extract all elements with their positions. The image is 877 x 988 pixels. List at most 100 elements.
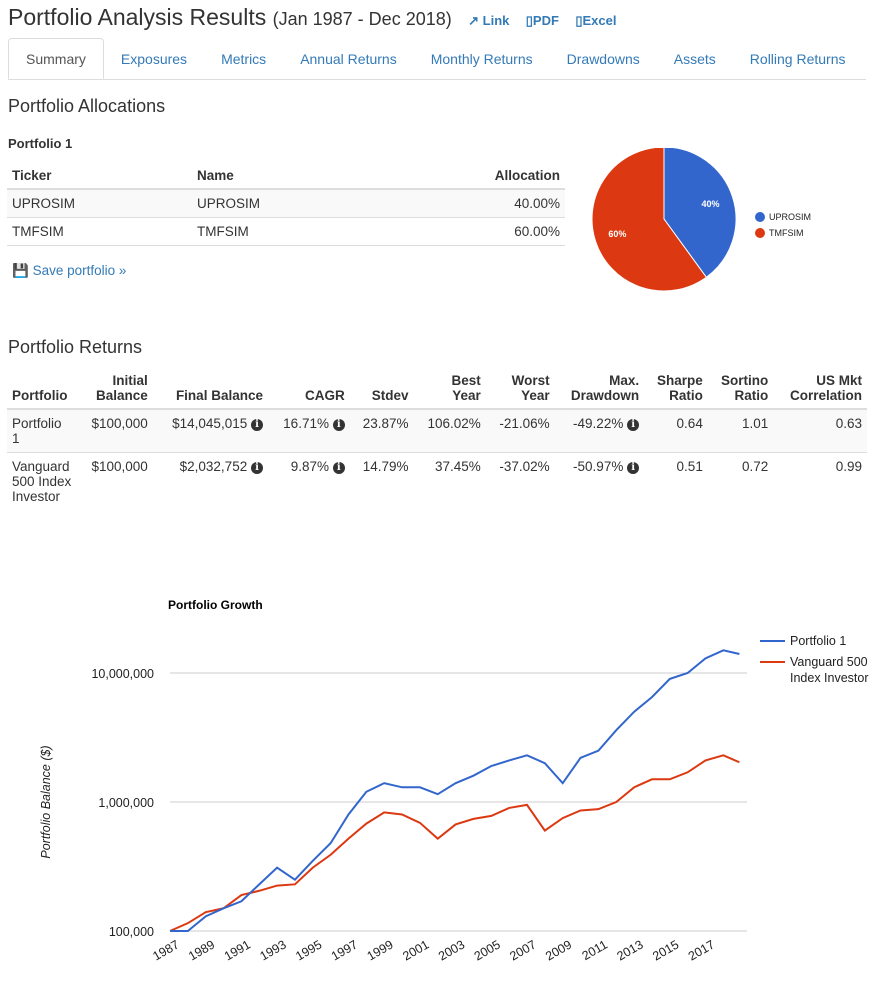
cell-value: -49.22% xyxy=(573,416,624,431)
link-label: Link xyxy=(482,13,510,28)
col-header: Max. Drawdown xyxy=(554,368,645,410)
col-header-line1: Initial xyxy=(112,373,148,388)
col-header: Worst Year xyxy=(485,368,555,410)
legend-label: TMFSIM xyxy=(769,228,804,238)
x-tick-label: 1997 xyxy=(329,937,360,963)
col-header-line2: Correlation xyxy=(789,388,862,403)
pie-slice[interactable] xyxy=(591,148,708,292)
title-text: Portfolio Analysis Results xyxy=(8,4,267,30)
col-header: US Mkt Correlation xyxy=(773,368,867,410)
tab-monthly-returns[interactable]: Monthly Returns xyxy=(430,51,533,67)
returns-table: Portfolio Initial Balance Final Balance CAGR… xyxy=(7,368,867,510)
returns-heading: Portfolio Returns xyxy=(8,337,143,357)
legend-label: Vanguard 500 Index Investor xyxy=(790,655,869,685)
portfolio-growth-chart: Portfolio Growth 100,000 1,000,000 10,000,0… xyxy=(39,598,869,964)
cell: -49.22% i xyxy=(554,408,645,453)
col-header: Sharpe Ratio xyxy=(644,368,708,410)
col-header-line2: Ratio xyxy=(669,388,703,403)
cell: 37.45% xyxy=(413,452,486,510)
cell-value: -37.02% xyxy=(499,459,550,474)
cell-value: 0.63 xyxy=(835,416,862,431)
legend-label: Portfolio 1 xyxy=(790,634,846,648)
save-icon: 💾 xyxy=(12,263,29,278)
cell-value: 16.71% xyxy=(283,416,329,431)
cell-value: 23.87% xyxy=(362,416,409,431)
col-header-line2: Balance xyxy=(95,388,148,403)
cell-value: $100,000 xyxy=(91,459,148,474)
col-header-line2: Final Balance xyxy=(175,388,263,403)
excel-label: Excel xyxy=(582,13,617,28)
series-line xyxy=(169,754,740,932)
cell-value: 0.51 xyxy=(676,459,703,474)
info-icon[interactable]: i xyxy=(332,419,345,431)
col-header: Best Year xyxy=(413,368,486,410)
col-header: CAGR xyxy=(267,368,350,410)
link-button[interactable]: ↗ Link xyxy=(468,13,510,28)
chart-title: Portfolio Growth xyxy=(168,598,263,612)
col-header: Initial Balance xyxy=(77,368,153,410)
info-icon[interactable]: i xyxy=(250,462,263,474)
cell: $2,032,752 i xyxy=(152,452,268,510)
date-range: (Jan 1987 - Dec 2018) xyxy=(272,9,452,29)
cell: $14,045,015 i xyxy=(152,408,268,453)
tab-exposures[interactable]: Exposures xyxy=(120,51,188,67)
x-tick-label: 2013 xyxy=(615,937,646,963)
cell-value: -50.97% xyxy=(573,459,624,474)
cell-value: $100,000 xyxy=(91,416,148,431)
col-header: Sortino Ratio xyxy=(707,368,774,410)
tab-rolling-returns[interactable]: Rolling Returns xyxy=(749,51,846,67)
pdf-button[interactable]: ▯PDF xyxy=(525,13,559,28)
col-header-line1: Max. xyxy=(609,373,640,388)
table-row: Vanguard 500 Index Investor $100,000 $2,03… xyxy=(7,452,867,510)
col-ticker: Ticker xyxy=(7,163,192,190)
tab-annual-returns[interactable]: Annual Returns xyxy=(300,51,397,67)
x-tick-label: 2017 xyxy=(686,937,717,963)
col-allocation: Allocation xyxy=(375,163,565,190)
legend-label-line: Vanguard 500 xyxy=(790,655,868,669)
cell-value: 106.02% xyxy=(427,416,481,431)
y-tick-label: 100,000 xyxy=(109,925,154,939)
allocations-table: Ticker Name Allocation UPROSIM UPROSIM 40.00… xyxy=(7,163,565,246)
cell: 14.79% xyxy=(349,452,414,510)
x-tick-label: 2003 xyxy=(436,937,467,963)
cell: 1.01 xyxy=(707,408,774,453)
tab-summary[interactable]: Summary xyxy=(8,38,104,79)
col-header-line2: Portfolio xyxy=(12,388,68,403)
save-portfolio-link[interactable]: 💾 Save portfolio » xyxy=(12,263,126,279)
x-tick-label: 2001 xyxy=(400,937,431,963)
x-tick-label: 2009 xyxy=(543,937,574,963)
y-tick-label: 10,000,000 xyxy=(91,667,154,681)
info-icon[interactable]: i xyxy=(627,462,640,474)
col-header: Portfolio xyxy=(7,368,77,410)
col-header-line1: Worst xyxy=(511,373,550,388)
cell-value: $2,032,752 xyxy=(179,459,248,474)
excel-button[interactable]: ▯Excel xyxy=(575,13,617,28)
cell: -37.02% xyxy=(485,452,555,510)
info-icon[interactable]: i xyxy=(332,462,345,474)
cell: 0.51 xyxy=(644,452,708,510)
allocations-heading: Portfolio Allocations xyxy=(8,96,166,116)
pie-label: 40% xyxy=(702,199,720,209)
cell: $100,000 xyxy=(77,408,153,453)
series-line xyxy=(170,649,740,932)
tab-drawdowns[interactable]: Drawdowns xyxy=(566,51,640,67)
tab-assets[interactable]: Assets xyxy=(673,51,716,67)
table-row: UPROSIM UPROSIM 40.00% xyxy=(7,188,565,218)
col-header-line1: Sharpe xyxy=(657,373,703,388)
cell: 0.99 xyxy=(773,452,867,510)
legend-marker xyxy=(755,212,765,222)
ticker: UPROSIM xyxy=(7,188,192,218)
cell: 106.02% xyxy=(413,408,486,453)
tab-bar: Summary Exposures Metrics Annual Returns… xyxy=(8,38,866,80)
col-header-line2: Year xyxy=(452,388,481,403)
pie-slice[interactable] xyxy=(663,148,737,278)
info-icon[interactable]: i xyxy=(250,419,263,431)
col-header-line2: CAGR xyxy=(304,388,345,403)
info-icon[interactable]: i xyxy=(627,419,640,431)
cell: 9.87% i xyxy=(267,452,350,510)
cell-value: Portfolio 1 xyxy=(12,416,62,446)
ticker: TMFSIM xyxy=(7,217,192,246)
legend-label: UPROSIM xyxy=(769,212,811,222)
save-label: Save portfolio » xyxy=(32,263,127,278)
tab-metrics[interactable]: Metrics xyxy=(221,51,267,67)
